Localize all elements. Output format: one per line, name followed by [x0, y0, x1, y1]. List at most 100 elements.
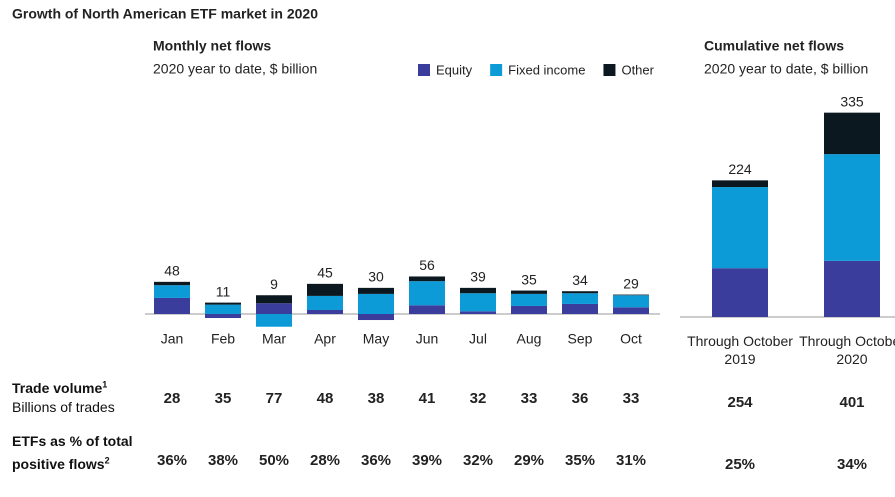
bar-segment — [409, 305, 445, 314]
legend-swatch — [418, 64, 430, 76]
bar-segment — [712, 187, 768, 269]
page-title: Growth of North American ETF market in 2… — [12, 6, 318, 22]
x-tick-label: Jul — [469, 331, 487, 347]
bar-segment — [256, 314, 292, 327]
x-tick-label: Through October 2019 — [687, 333, 793, 367]
total-label: 56 — [419, 257, 435, 273]
row-title: Trade volume1 — [12, 379, 108, 396]
total-label: 224 — [728, 161, 752, 177]
bar-segment — [205, 304, 241, 314]
bar-segment — [562, 303, 598, 314]
bar-segment — [256, 303, 292, 314]
table-cell: 28 — [164, 390, 181, 407]
row-sublabel: Billions of trades — [12, 398, 115, 415]
total-label: 30 — [368, 269, 384, 285]
chart-subtitle: 2020 year to date, $ billion — [704, 61, 868, 77]
legend-swatch — [603, 64, 616, 76]
x-tick-label: Apr — [314, 331, 336, 347]
legend-swatch — [490, 64, 503, 76]
table-cell: 36% — [361, 452, 391, 469]
bar-segment — [511, 305, 547, 314]
bar-segment — [154, 297, 190, 314]
x-tick-label: Aug — [517, 331, 542, 347]
row-title: ETFs as % of total positive flows2 — [12, 433, 133, 472]
bar-segment — [562, 291, 598, 294]
bar-segment — [712, 268, 768, 317]
row-label: Trade volume1 Billions of trades — [12, 375, 172, 417]
bar-segment — [511, 290, 547, 294]
table-cell: 31% — [616, 452, 646, 469]
bar-segment — [307, 295, 343, 310]
total-label: 39 — [470, 269, 486, 285]
table-cell: 25% — [725, 456, 755, 473]
total-label: 48 — [164, 263, 180, 279]
table-cell: 41 — [419, 390, 436, 407]
bar-segment — [154, 281, 190, 286]
bar-segment — [154, 285, 190, 298]
bar-segment — [613, 307, 649, 314]
legend-label: Other — [621, 62, 654, 77]
bar-segment — [358, 287, 394, 294]
table-cell: 33 — [521, 390, 538, 407]
chart-subtitle: 2020 year to date, $ billion — [153, 61, 317, 77]
bar-segment — [256, 295, 292, 304]
footnote-mark: 2 — [104, 455, 110, 465]
bar-segment — [409, 276, 445, 282]
table-cell: 28% — [310, 452, 340, 469]
x-tick-label: Sep — [568, 331, 593, 347]
bar-segment — [712, 180, 768, 188]
legend-label: Equity — [436, 62, 473, 77]
x-tick-label: Mar — [262, 331, 286, 347]
table-cell: 29% — [514, 452, 544, 469]
bar-segment — [460, 311, 496, 314]
total-label: 35 — [521, 271, 537, 287]
bar-segment — [205, 302, 241, 305]
chart-title: Cumulative net flows — [704, 38, 844, 54]
table-cell: 35% — [565, 452, 595, 469]
bar-segment — [613, 294, 649, 296]
bar-segment — [307, 309, 343, 314]
table-cell: 48 — [317, 390, 334, 407]
total-label: 9 — [270, 276, 278, 292]
bar-segment — [460, 293, 496, 312]
bar-segment — [460, 287, 496, 294]
bar-segment — [358, 314, 394, 321]
table-cell: 401 — [839, 394, 864, 411]
row-label: ETFs as % of total positive flows2 — [12, 432, 137, 474]
table-cell: 33 — [623, 390, 640, 407]
table-cell: 254 — [727, 394, 753, 411]
total-label: 45 — [317, 265, 333, 281]
bar-segment — [613, 295, 649, 308]
bar-segment — [562, 293, 598, 304]
table-cell: 39% — [412, 452, 442, 469]
total-label: 11 — [216, 283, 231, 299]
bar-segment — [358, 293, 394, 314]
total-label: 335 — [840, 93, 864, 109]
chart-title: Monthly net flows — [153, 38, 271, 54]
x-tick-label: Jun — [416, 331, 439, 347]
table-cell: 50% — [259, 452, 289, 469]
table-cell: 77 — [266, 390, 283, 407]
bar-segment — [307, 283, 343, 296]
legend-label: Fixed income — [508, 62, 585, 77]
table-cell: 36% — [157, 452, 187, 469]
x-tick-label: Through October 2020 — [799, 333, 895, 367]
table-cell: 32 — [470, 390, 487, 407]
x-tick-label: Feb — [211, 331, 235, 347]
bar-segment — [205, 314, 241, 319]
footnote-mark: 1 — [102, 379, 108, 389]
x-tick-label: Jan — [161, 331, 184, 347]
table-cell: 32% — [463, 452, 493, 469]
bar-segment — [824, 260, 880, 317]
bar-segment — [409, 281, 445, 306]
table-cell: 34% — [837, 456, 867, 473]
table-cell: 35 — [215, 390, 232, 407]
bar-segment — [824, 112, 880, 155]
x-tick-label: May — [363, 331, 389, 347]
total-label: 34 — [572, 272, 588, 288]
table-cell: 38% — [208, 452, 238, 469]
total-label: 29 — [623, 275, 639, 291]
table-cell: 36 — [572, 390, 589, 407]
